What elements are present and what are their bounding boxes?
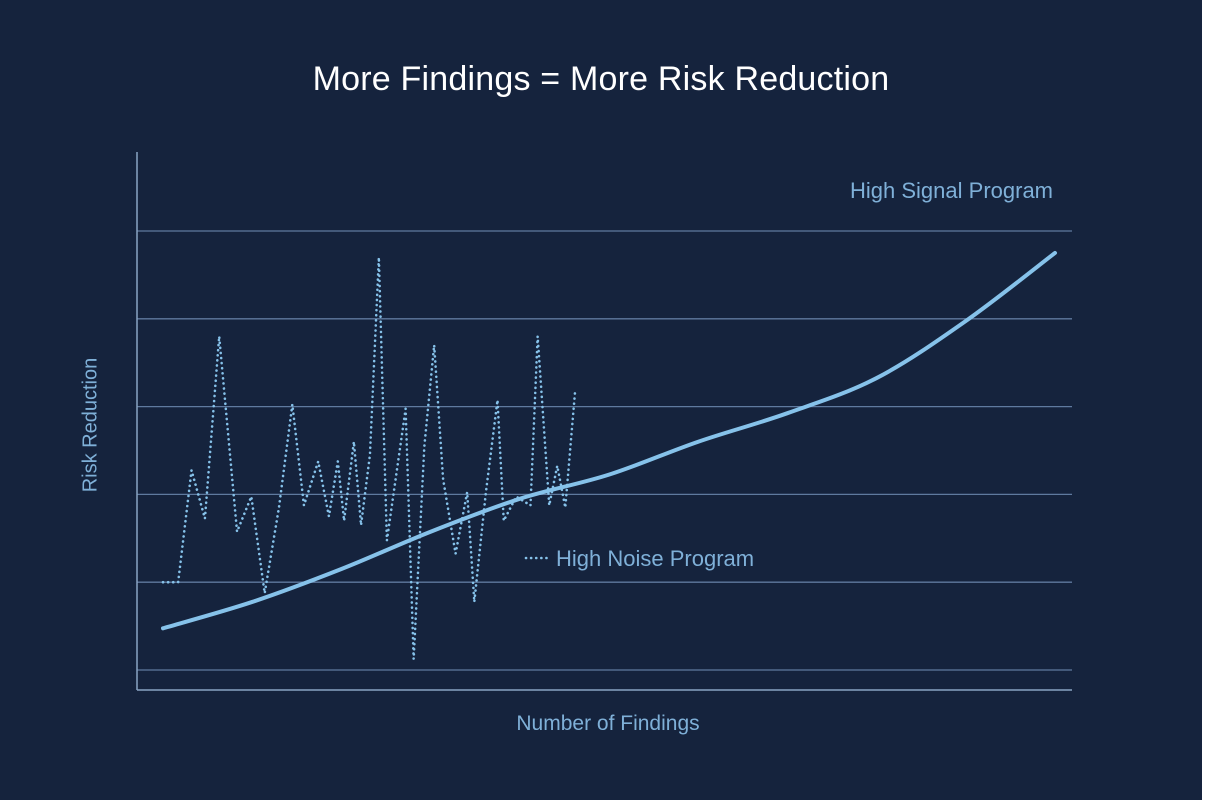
annotation-high-signal-program: High Signal Program xyxy=(850,178,1053,203)
chart-title: More Findings = More Risk Reduction xyxy=(312,60,890,98)
annotation-high-noise-program: High Noise Program xyxy=(556,546,754,571)
series-line-high-signal-program xyxy=(161,250,1057,631)
x-axis-label: Number of Findings xyxy=(516,712,700,735)
series-line-high-noise-program xyxy=(161,256,577,661)
gridlines xyxy=(137,230,1072,671)
